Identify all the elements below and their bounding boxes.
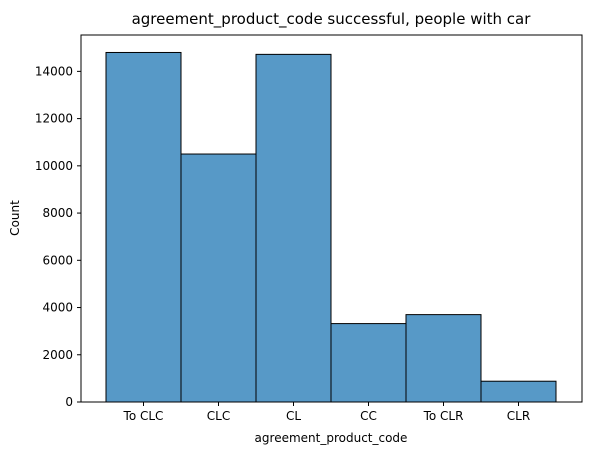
- bar-clc: [180, 153, 257, 403]
- x-tick-label: To CLC: [123, 409, 164, 423]
- x-tick-label: CLC: [207, 409, 230, 423]
- bar-clr: [480, 380, 557, 403]
- y-tick-label: 12000: [35, 112, 73, 126]
- y-tick-label: 0: [65, 395, 73, 409]
- x-tick-label: CC: [360, 409, 377, 423]
- y-tick-label: 10000: [35, 159, 73, 173]
- bar-to-clr: [405, 314, 482, 403]
- y-tick-label: 2000: [42, 348, 73, 362]
- chart-title: agreement_product_code successful, peopl…: [132, 10, 532, 29]
- x-tick-label: CL: [286, 409, 301, 423]
- y-axis-label: Count: [8, 200, 22, 236]
- y-tick-label: 8000: [42, 206, 73, 220]
- bars-layer: [105, 51, 557, 403]
- bar-cc: [330, 323, 407, 403]
- plot-frame: [80, 34, 583, 403]
- y-axis-ticks: 0 2000 4000 6000 8000 10000 12000 14000: [35, 64, 81, 409]
- x-tick-label: CLR: [507, 409, 530, 423]
- bar-to-clc: [105, 51, 182, 403]
- x-tick-label: To CLR: [423, 409, 464, 423]
- bar-cl: [255, 53, 332, 403]
- x-axis-ticks: To CLC CLC CL CC To CLR CLR: [123, 402, 530, 423]
- y-tick-label: 6000: [42, 253, 73, 267]
- y-tick-label: 4000: [42, 301, 73, 315]
- x-axis-label: agreement_product_code: [255, 431, 408, 445]
- y-tick-label: 14000: [35, 64, 73, 78]
